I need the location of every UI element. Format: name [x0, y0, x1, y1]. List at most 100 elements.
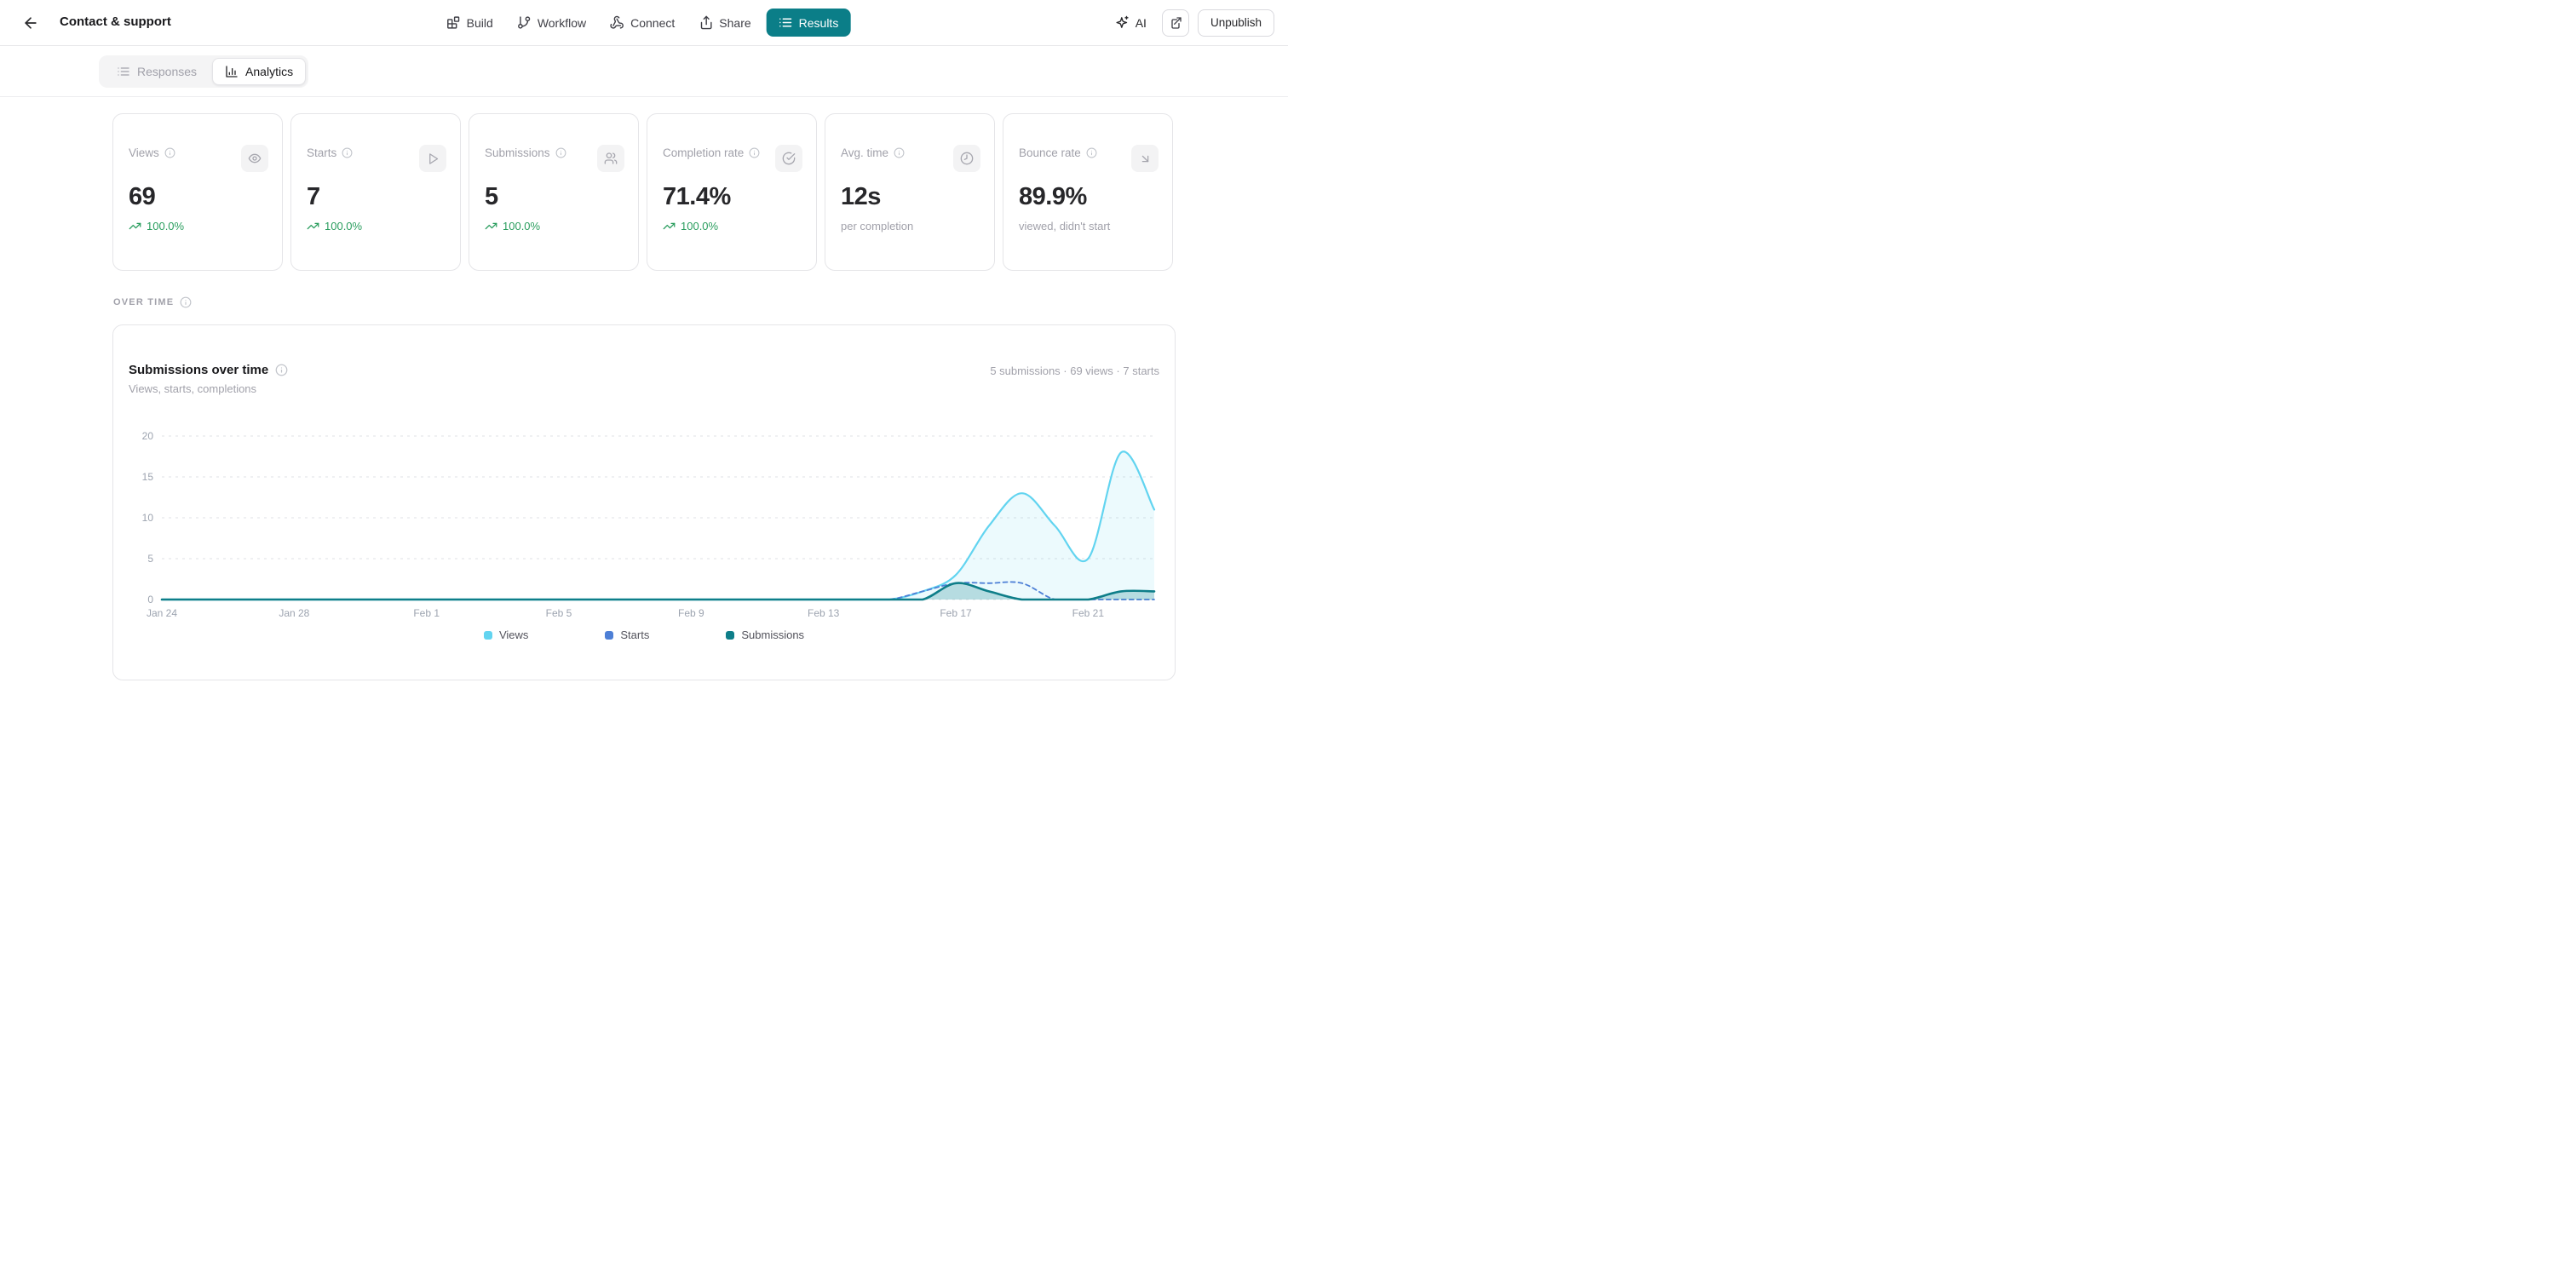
info-icon[interactable]	[180, 296, 192, 308]
stat-label: Views	[129, 146, 159, 159]
back-button[interactable]	[20, 13, 41, 33]
blocks-icon	[447, 16, 460, 29]
trending-up-icon	[307, 222, 319, 230]
webhook-icon	[610, 15, 624, 29]
top-bar: Contact & support Build Workflow Connect…	[0, 0, 1288, 46]
users-icon	[597, 145, 624, 172]
sparkles-icon	[1116, 15, 1129, 28]
stat-card-views: Views 69 100.0%	[112, 113, 283, 271]
stat-trend: 100.0%	[325, 220, 363, 232]
list-icon	[779, 18, 792, 27]
info-icon[interactable]	[894, 147, 905, 158]
nav-connect-label: Connect	[630, 15, 676, 30]
legend-label: Submissions	[741, 628, 805, 641]
stat-card-bounce-rate: Bounce rate 89.9% viewed, didn't start	[1003, 113, 1173, 271]
legend-item-submissions: Submissions	[726, 628, 804, 641]
stat-trend: 100.0%	[147, 220, 185, 232]
stat-card-avg-time: Avg. time 12s per completion	[825, 113, 995, 271]
nav-build-button[interactable]: Build	[438, 9, 502, 36]
svg-text:Jan 24: Jan 24	[147, 607, 177, 619]
arrow-down-right-icon	[1131, 145, 1159, 172]
svg-text:10: 10	[142, 512, 154, 524]
stat-subtext: per completion	[841, 220, 914, 232]
unpublish-button[interactable]: Unpublish	[1197, 9, 1274, 37]
stat-label: Bounce rate	[1019, 146, 1081, 159]
stat-label: Starts	[307, 146, 337, 159]
svg-text:Feb 17: Feb 17	[940, 607, 972, 619]
stat-value: 71.4%	[663, 183, 731, 210]
svg-text:Feb 5: Feb 5	[546, 607, 572, 619]
chart-header: Submissions over time Views, starts, com…	[129, 363, 288, 395]
trending-up-icon	[129, 222, 141, 230]
info-icon[interactable]	[1086, 147, 1097, 158]
tab-responses-label: Responses	[137, 64, 198, 78]
play-icon	[419, 145, 446, 172]
svg-text:Jan 28: Jan 28	[279, 607, 309, 619]
nav-share-button[interactable]: Share	[690, 9, 759, 36]
info-icon[interactable]	[275, 364, 288, 376]
nav-share-label: Share	[719, 15, 751, 30]
stat-label: Avg. time	[841, 146, 889, 159]
trending-up-icon	[663, 222, 676, 230]
legend-label: Starts	[620, 628, 650, 641]
stat-value: 7	[307, 183, 320, 210]
chart-legend: Views Starts Submissions	[113, 628, 1175, 641]
legend-item-starts: Starts	[605, 628, 649, 641]
stat-card-submissions: Submissions 5 100.0%	[469, 113, 639, 271]
check-circle-icon	[775, 145, 802, 172]
stat-value: 89.9%	[1019, 183, 1087, 210]
legend-swatch	[605, 631, 614, 640]
info-icon[interactable]	[342, 147, 353, 158]
results-tabs: Responses Analytics	[99, 55, 309, 88]
eye-icon	[241, 145, 268, 172]
svg-text:0: 0	[147, 594, 153, 605]
stat-trend: 100.0%	[503, 220, 541, 232]
svg-text:20: 20	[142, 430, 154, 442]
stat-card-starts: Starts 7 100.0%	[290, 113, 461, 271]
submissions-over-time-card: Submissions over time Views, starts, com…	[112, 324, 1176, 680]
chart-title: Submissions over time	[129, 363, 269, 377]
list-icon	[118, 66, 129, 76]
open-form-button[interactable]	[1161, 9, 1189, 37]
external-link-icon	[1171, 16, 1182, 29]
stat-value: 69	[129, 183, 156, 210]
nav-results-label: Results	[798, 15, 839, 30]
nav-build-label: Build	[466, 15, 493, 30]
svg-text:15: 15	[142, 471, 154, 483]
svg-text:5: 5	[147, 553, 153, 565]
chart-summary: 5 submissions · 69 views · 7 starts	[990, 364, 1159, 377]
stat-value: 12s	[841, 183, 881, 210]
top-nav: Build Workflow Connect Share Results	[438, 9, 851, 37]
bar-chart-icon	[226, 65, 238, 77]
legend-swatch	[726, 631, 735, 640]
nav-workflow-button[interactable]: Workflow	[509, 9, 595, 36]
nav-workflow-label: Workflow	[537, 15, 587, 30]
svg-text:Feb 21: Feb 21	[1072, 607, 1105, 619]
stat-trend: 100.0%	[681, 220, 719, 232]
info-icon[interactable]	[749, 147, 760, 158]
git-branch-icon	[518, 16, 531, 29]
nav-results-button[interactable]: Results	[766, 9, 851, 37]
svg-text:Feb 1: Feb 1	[413, 607, 440, 619]
ai-label: AI	[1135, 15, 1147, 30]
over-time-label: OVER TIME	[113, 297, 175, 307]
tab-responses[interactable]: Responses	[101, 58, 212, 85]
page-title: Contact & support	[60, 14, 171, 29]
stat-subtext: viewed, didn't start	[1019, 220, 1111, 232]
stat-label: Submissions	[485, 146, 550, 159]
tab-analytics[interactable]: Analytics	[212, 57, 307, 85]
trending-up-icon	[485, 222, 497, 230]
stat-label: Completion rate	[663, 146, 745, 159]
info-icon[interactable]	[164, 147, 175, 158]
ai-button[interactable]: AI	[1108, 10, 1153, 35]
stat-card-completion-rate: Completion rate 71.4% 100.0%	[647, 113, 817, 271]
clock-icon	[953, 145, 980, 172]
nav-connect-button[interactable]: Connect	[601, 9, 683, 36]
tab-analytics-label: Analytics	[245, 64, 294, 78]
topbar-right: AI Unpublish	[1108, 9, 1274, 37]
share-icon	[700, 15, 712, 30]
legend-swatch	[483, 631, 492, 640]
chart-subtitle: Views, starts, completions	[129, 382, 257, 395]
legend-item-views: Views	[483, 628, 528, 641]
info-icon[interactable]	[555, 147, 566, 158]
